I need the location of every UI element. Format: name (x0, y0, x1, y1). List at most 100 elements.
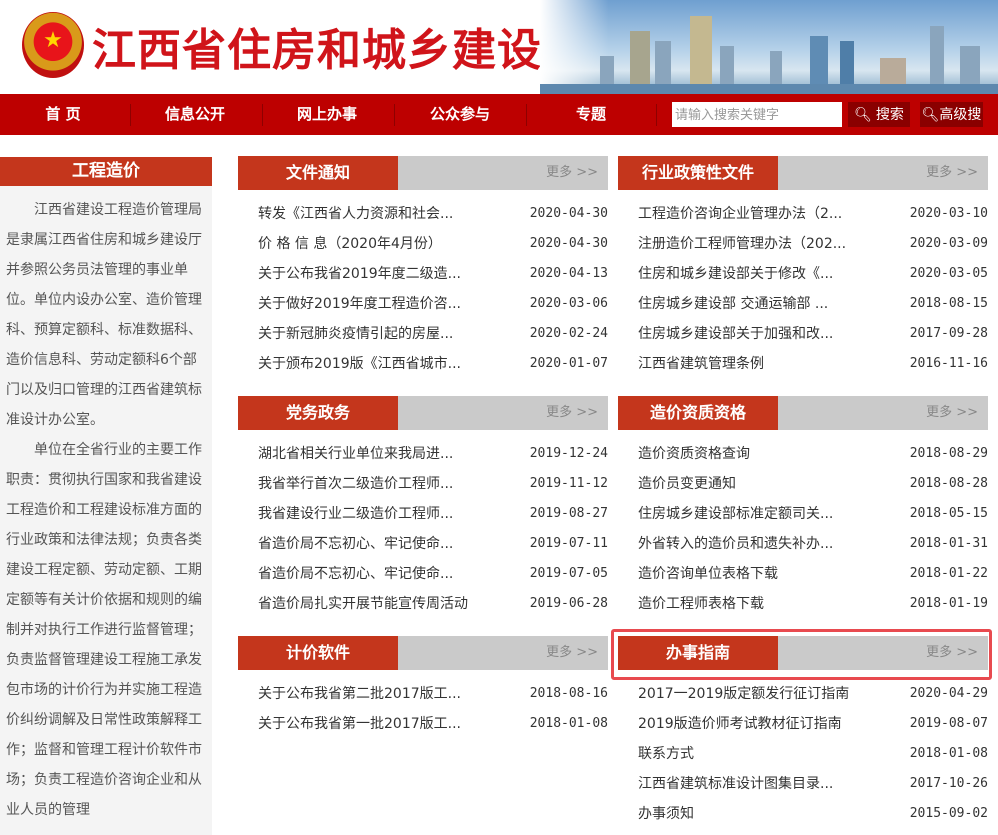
list-item[interactable]: 造价资质资格查询 2018-08-29 (618, 439, 988, 469)
list-item[interactable]: 联系方式 2018-01-08 (618, 739, 988, 769)
list-item[interactable]: 住房城乡建设部标准定额司关... 2018-05-15 (618, 499, 988, 529)
list-item[interactable]: 关于公布我省第一批2017版工... 2018-01-08 (238, 709, 608, 739)
intro-paragraph: 江西省建设工程造价管理局是隶属江西省住房和城乡建设厅并参照公务员法管理的事业单位… (6, 202, 202, 428)
list-item[interactable]: 价 格 信 息（2020年4月份） 2020-04-30 (238, 229, 608, 259)
more-link[interactable]: 更多 >> (926, 165, 978, 180)
item-date: 2018-08-15 (909, 296, 988, 311)
list-item[interactable]: 我省举行首次二级造价工程师... 2019-11-12 (238, 469, 608, 499)
item-title[interactable]: 关于公布我省2019年度二级造... (258, 266, 461, 282)
item-title[interactable]: 江西省建筑管理条例 (638, 356, 764, 372)
more-link[interactable]: 更多 >> (926, 645, 978, 660)
item-title[interactable]: 关于颁布2019版《江西省城市... (258, 356, 461, 372)
item-title[interactable]: 湖北省相关行业单位来我局进... (258, 446, 454, 462)
more-link[interactable]: 更多 >> (546, 405, 598, 420)
list-item[interactable]: 关于做好2019年度工程造价咨... 2020-03-06 (238, 289, 608, 319)
list-item[interactable]: 住房城乡建设部关于加强和改... 2017-09-28 (618, 319, 988, 349)
item-title[interactable]: 省造价局不忘初心、牢记使命... (258, 566, 454, 582)
item-title[interactable]: 住房城乡建设部关于加强和改... (638, 326, 834, 342)
item-title[interactable]: 办事须知 (638, 806, 694, 822)
item-title[interactable]: 造价咨询单位表格下载 (638, 566, 778, 582)
magnifier-icon: 🔍︎ (854, 106, 872, 122)
news-list: 关于公布我省第二批2017版工... 2018-08-16 关于公布我省第一批201… (238, 670, 608, 739)
item-title[interactable]: 外省转入的造价员和遗失补办... (638, 536, 834, 552)
item-date: 2019-08-07 (909, 716, 988, 731)
item-date: 2019-06-28 (529, 596, 608, 611)
list-item[interactable]: 住房城乡建设部 交通运输部 ... 2018-08-15 (618, 289, 988, 319)
news-list: 工程造价咨询企业管理办法（2... 2020-03-10 注册造价工程师管理办法（2… (618, 190, 988, 379)
list-item[interactable]: 造价咨询单位表格下载 2018-01-22 (618, 559, 988, 589)
panel-title[interactable]: 行业政策性文件 (618, 156, 778, 190)
item-title[interactable]: 住房城乡建设部 交通运输部 ... (638, 296, 829, 312)
list-item[interactable]: 省造价局不忘初心、牢记使命... 2019-07-05 (238, 559, 608, 589)
item-title[interactable]: 造价工程师表格下载 (638, 596, 764, 612)
list-item[interactable]: 江西省建筑标准设计图集目录... 2017-10-26 (618, 769, 988, 799)
list-item[interactable]: 关于公布我省2019年度二级造... 2020-04-13 (238, 259, 608, 289)
item-title[interactable]: 2017一2019版定额发行征订指南 (638, 686, 850, 702)
more-link[interactable]: 更多 >> (546, 165, 598, 180)
list-item[interactable]: 关于颁布2019版《江西省城市... 2020-01-07 (238, 349, 608, 379)
item-title[interactable]: 转发《江西省人力资源和社会... (258, 206, 454, 222)
list-item[interactable]: 关于公布我省第二批2017版工... 2018-08-16 (238, 679, 608, 709)
nav-public-participation[interactable]: 公众参与 (429, 105, 490, 123)
panel-header: 行业政策性文件 更多 >> (618, 156, 988, 190)
item-title[interactable]: 省造价局不忘初心、牢记使命... (258, 536, 454, 552)
list-item[interactable]: 注册造价工程师管理办法（202... 2020-03-09 (618, 229, 988, 259)
item-title[interactable]: 注册造价工程师管理办法（202... (638, 236, 847, 252)
item-title[interactable]: 造价资质资格查询 (638, 446, 750, 462)
item-title[interactable]: 住房和城乡建设部关于修改《... (638, 266, 834, 282)
search-input[interactable] (672, 102, 842, 127)
sidebar-title: 工程造价 (0, 157, 212, 186)
list-item[interactable]: 造价工程师表格下载 2018-01-19 (618, 589, 988, 619)
list-item[interactable]: 外省转入的造价员和遗失补办... 2018-01-31 (618, 529, 988, 559)
news-list: 湖北省相关行业单位来我局进... 2019-12-24 我省举行首次二级造价工程师.… (238, 430, 608, 619)
list-item[interactable]: 省造价局不忘初心、牢记使命... 2019-07-11 (238, 529, 608, 559)
nav-online-services[interactable]: 网上办事 (296, 105, 357, 123)
panel-title[interactable]: 办事指南 (618, 636, 778, 670)
item-title[interactable]: 省造价局扎实开展节能宣传周活动 (258, 596, 468, 612)
panel-header: 党务政务 更多 >> (238, 396, 608, 430)
item-title[interactable]: 我省举行首次二级造价工程师... (258, 476, 454, 492)
intro-paragraph: 单位在全省行业的主要工作职责：贯彻执行国家和我省建设工程造价和工程建设标准方面的… (6, 442, 202, 818)
item-title[interactable]: 造价员变更通知 (638, 476, 736, 492)
item-title[interactable]: 住房城乡建设部标准定额司关... (638, 506, 834, 522)
panel-title[interactable]: 文件通知 (238, 156, 398, 190)
list-item[interactable]: 转发《江西省人力资源和社会... 2020-04-30 (238, 199, 608, 229)
list-item[interactable]: 关于新冠肺炎疫情引起的房屋... 2020-02-24 (238, 319, 608, 349)
item-title[interactable]: 联系方式 (638, 746, 694, 762)
panel-title[interactable]: 党务政务 (238, 396, 398, 430)
list-item[interactable]: 造价员变更通知 2018-08-28 (618, 469, 988, 499)
item-title[interactable]: 2019版造价师考试教材征订指南 (638, 716, 842, 732)
list-item[interactable]: 2019版造价师考试教材征订指南 2019-08-07 (618, 709, 988, 739)
item-title[interactable]: 关于新冠肺炎疫情引起的房屋... (258, 326, 454, 342)
site-title: 江西省住房和城乡建设厅 (92, 25, 587, 76)
item-title[interactable]: 我省建设行业二级造价工程师... (258, 506, 454, 522)
item-title[interactable]: 工程造价咨询企业管理办法（2... (638, 206, 843, 222)
item-title[interactable]: 关于公布我省第一批2017版工... (258, 716, 461, 732)
list-item[interactable]: 办事须知 2015-09-02 (618, 799, 988, 829)
more-link[interactable]: 更多 >> (546, 645, 598, 660)
advanced-search-button[interactable]: 🔍︎高级搜 (920, 102, 983, 127)
more-link[interactable]: 更多 >> (926, 405, 978, 420)
list-item[interactable]: 工程造价咨询企业管理办法（2... 2020-03-10 (618, 199, 988, 229)
list-item[interactable]: 江西省建筑管理条例 2016-11-16 (618, 349, 988, 379)
news-list: 2017一2019版定额发行征订指南 2020-04-29 2019版造价师考试教材… (618, 670, 988, 829)
item-title[interactable]: 关于做好2019年度工程造价咨... (258, 296, 461, 312)
item-date: 2020-04-30 (529, 206, 608, 221)
item-date: 2018-01-19 (909, 596, 988, 611)
list-item[interactable]: 住房和城乡建设部关于修改《... 2020-03-05 (618, 259, 988, 289)
panel-title[interactable]: 计价软件 (238, 636, 398, 670)
list-item[interactable]: 2017一2019版定额发行征订指南 2020-04-29 (618, 679, 988, 709)
item-title[interactable]: 江西省建筑标准设计图集目录... (638, 776, 834, 792)
list-item[interactable]: 我省建设行业二级造价工程师... 2019-08-27 (238, 499, 608, 529)
panel-title[interactable]: 造价资质资格 (618, 396, 778, 430)
nav-topics[interactable]: 专题 (575, 105, 606, 123)
panel-header: 计价软件 更多 >> (238, 636, 608, 670)
search-button[interactable]: 🔍︎ 搜索 (848, 102, 910, 127)
list-item[interactable]: 省造价局扎实开展节能宣传周活动 2019-06-28 (238, 589, 608, 619)
nav-info-disclosure[interactable]: 信息公开 (164, 105, 225, 123)
list-item[interactable]: 湖北省相关行业单位来我局进... 2019-12-24 (238, 439, 608, 469)
nav-home[interactable]: 首 页 (45, 105, 81, 123)
item-title[interactable]: 价 格 信 息（2020年4月份） (258, 236, 442, 252)
panel-header: 造价资质资格 更多 >> (618, 396, 988, 430)
item-title[interactable]: 关于公布我省第二批2017版工... (258, 686, 461, 702)
